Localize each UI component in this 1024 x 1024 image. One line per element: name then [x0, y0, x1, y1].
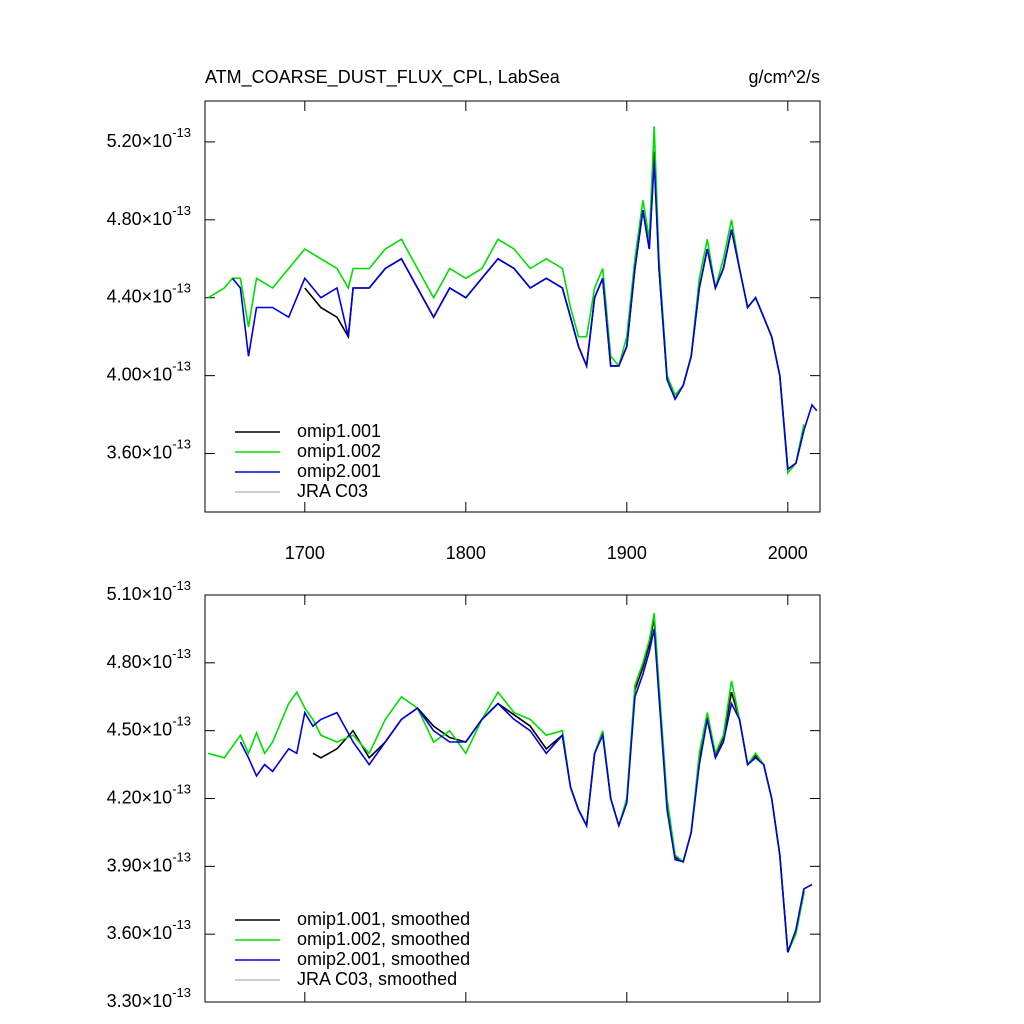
plot-frame: [204, 100, 821, 513]
x-tick-label: 1700: [285, 543, 325, 563]
series-line: [207, 612, 805, 953]
y-tick-label: 3.60×10-13: [107, 918, 191, 943]
y-tick-label: 5.20×10-13: [107, 125, 191, 150]
legend-label: omip1.001, smoothed: [297, 909, 470, 929]
chart-title: ATM_COARSE_DUST_FLUX_CPL, LabSea: [205, 67, 561, 88]
y-tick-label: 3.90×10-13: [107, 850, 191, 875]
x-tick-label: 2000: [768, 543, 808, 563]
legend-label: omip1.002: [297, 441, 381, 461]
legend-label: omip1.001: [297, 421, 381, 441]
y-tick-label: 3.30×10-13: [107, 985, 191, 1010]
series-line: [231, 161, 818, 471]
x-tick-label: 1900: [607, 543, 647, 563]
series-line: [207, 126, 805, 476]
x-tick-label: 1800: [446, 543, 486, 563]
legend-label: omip2.001, smoothed: [297, 949, 470, 969]
y-tick-label: 5.10×10-13: [107, 578, 191, 603]
y-tick-label: 4.80×10-13: [107, 646, 191, 671]
y-tick-label: 4.20×10-13: [107, 782, 191, 807]
series-line: [239, 628, 813, 953]
y-tick-label: 4.40×10-13: [107, 281, 191, 306]
y-tick-label: 4.00×10-13: [107, 359, 191, 384]
legend-label: JRA C03, smoothed: [297, 969, 457, 989]
units-label: g/cm^2/s: [749, 67, 820, 87]
y-tick-label: 3.60×10-13: [107, 437, 191, 462]
legend-label: omip2.001: [297, 461, 381, 481]
legend-label: omip1.002, smoothed: [297, 929, 470, 949]
y-tick-label: 4.50×10-13: [107, 714, 191, 739]
series-line: [312, 617, 805, 953]
y-tick-label: 4.80×10-13: [107, 203, 191, 228]
legend-label: JRA C03: [297, 481, 368, 501]
